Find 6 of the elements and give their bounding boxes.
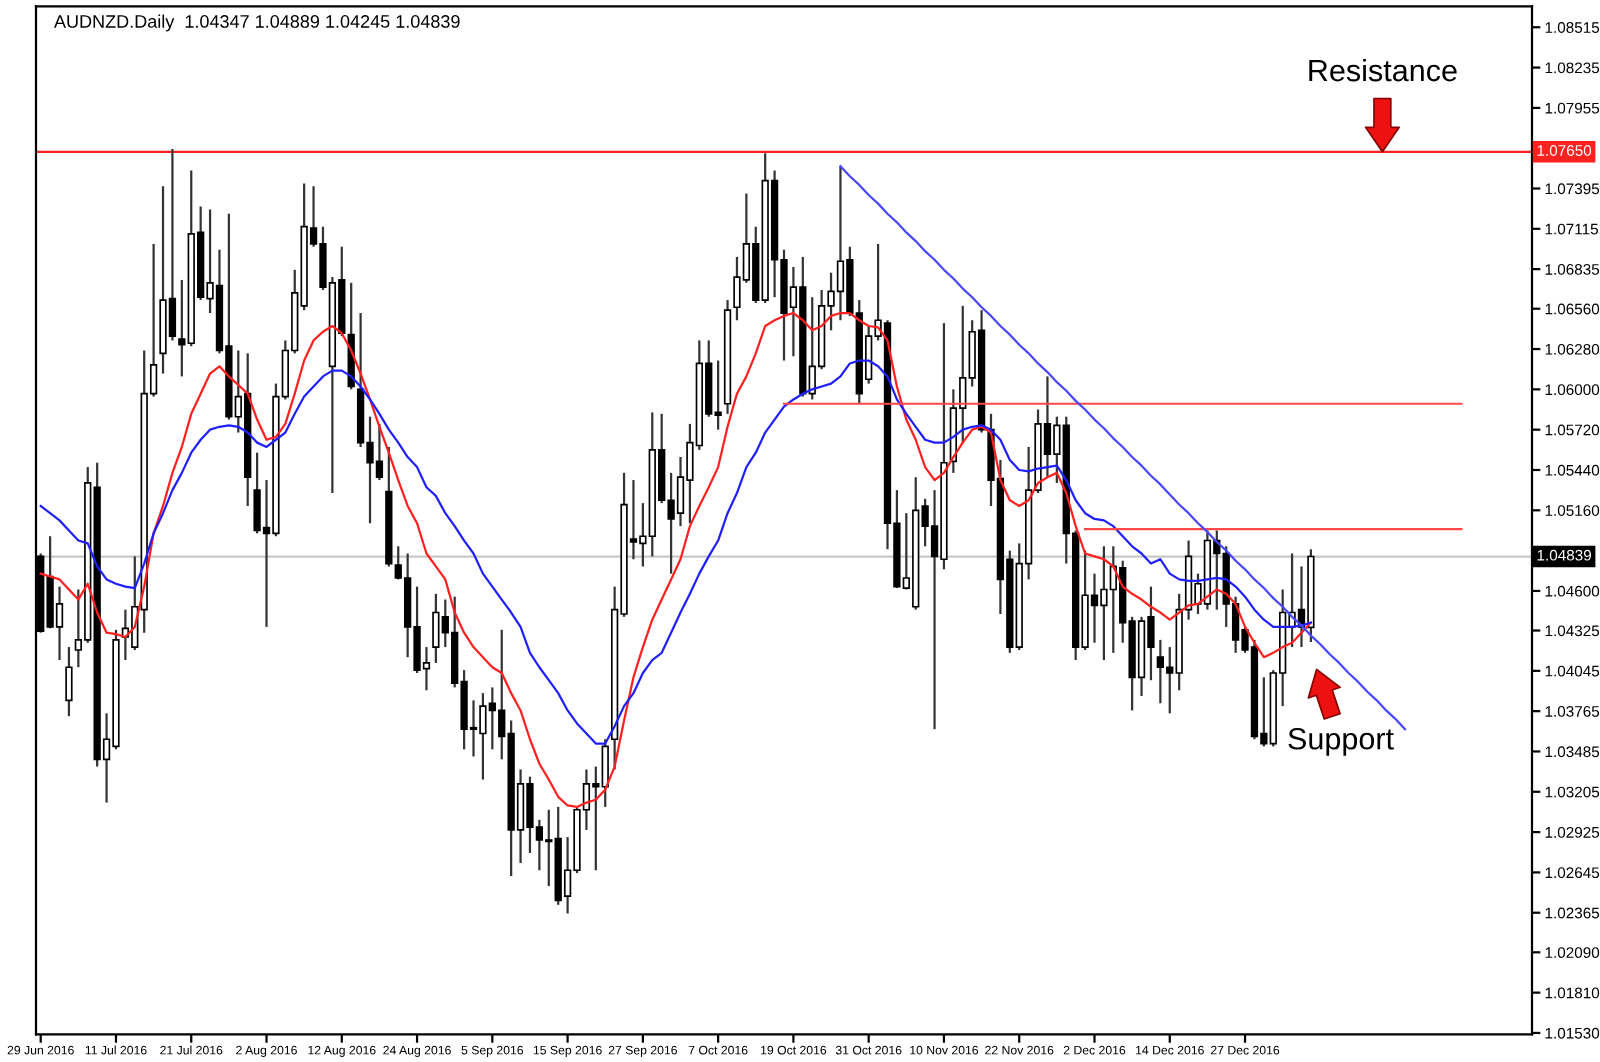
annotation: Support [1288,727,1394,756]
line-series [839,165,1407,731]
candlestick [65,645,73,718]
candlestick [1156,638,1165,705]
annotation: Resistance [1309,58,1457,82]
chart-title: AUDNZD.Daily 1.04347 1.04889 1.04245 1.04839 [53,14,460,32]
